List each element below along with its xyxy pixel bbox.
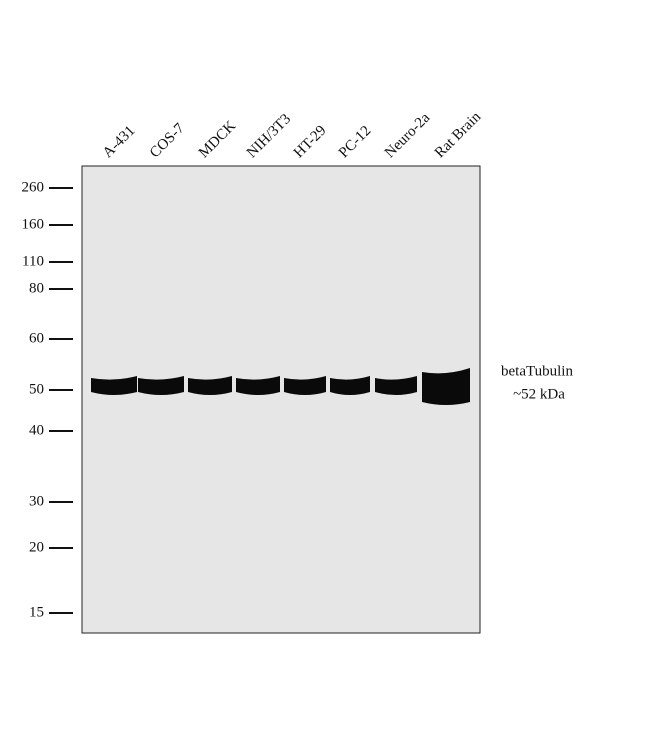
- size-label: ~52 kDa: [513, 386, 565, 402]
- band: [422, 368, 470, 405]
- marker-label: 15: [29, 604, 44, 620]
- band: [138, 376, 184, 395]
- band: [236, 376, 280, 395]
- band: [91, 376, 137, 395]
- band: [330, 376, 370, 395]
- marker-label: 260: [22, 179, 45, 195]
- band: [375, 376, 417, 395]
- blot-membrane: [81, 165, 481, 634]
- band: [284, 376, 326, 395]
- band: [188, 376, 232, 395]
- marker-label: 80: [29, 280, 44, 296]
- marker-label: 50: [29, 381, 44, 397]
- marker-label: 160: [22, 216, 45, 232]
- marker-label: 30: [29, 493, 44, 509]
- marker-label: 60: [29, 330, 44, 346]
- marker-label: 110: [22, 253, 44, 269]
- protein-label: betaTubulin: [501, 363, 573, 379]
- marker-label: 40: [29, 422, 44, 438]
- marker-label: 20: [29, 539, 44, 555]
